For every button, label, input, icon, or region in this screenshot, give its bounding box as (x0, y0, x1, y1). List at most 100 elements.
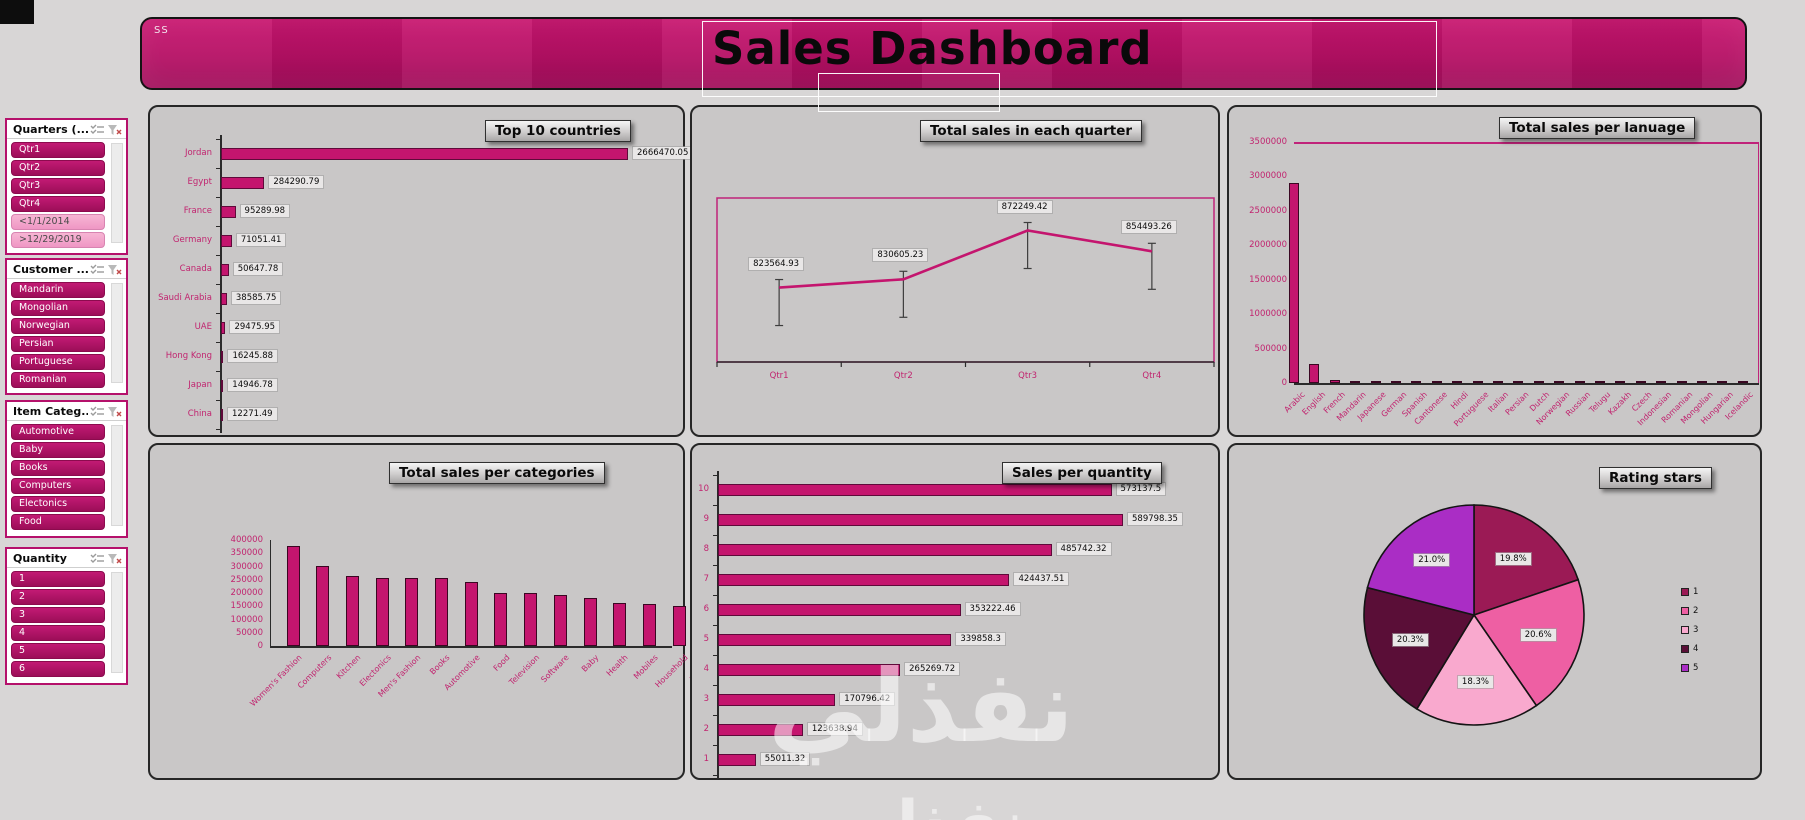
clear-filter-icon[interactable] (107, 124, 122, 136)
slicer-item-persian[interactable]: Persian (11, 336, 105, 352)
legend-item: 5 (1681, 663, 1698, 673)
chart-quarters-body: 823564.93 Qtr1 830605.23 Qtr2 872249.42 Qtr3 8… (692, 107, 1218, 435)
slicer-quantity-scrollbar[interactable] (111, 572, 123, 673)
slicer-item-electonics[interactable]: Electonics (11, 496, 105, 512)
bar (221, 292, 227, 305)
bar (718, 574, 1010, 586)
slicer-item-food[interactable]: Food (11, 514, 105, 530)
card-category-sales: Total sales per categories 0 50000 100000 1… (148, 443, 719, 780)
slicer-item-6[interactable]: 6 (11, 661, 105, 677)
y-axis (717, 471, 719, 779)
legend-label: 5 (1693, 663, 1699, 673)
card-rating-stars: Rating stars 19.8% 20.6% 18.3% 20.3% 21.0% 1 2… (1227, 443, 1762, 780)
slicer-item-qtr2[interactable]: Qtr2 (11, 160, 105, 176)
slicer-quarters-header: Quarters (... (7, 120, 126, 139)
bar-category-label: Books (428, 653, 452, 677)
clear-filter-icon[interactable] (107, 264, 122, 276)
slicer-item-automotive[interactable]: Automotive (11, 424, 105, 440)
bar-value-label: 16245.88 (228, 349, 278, 362)
bar-category-label: Mobiles (631, 653, 660, 681)
bar (1697, 381, 1707, 383)
bar-category-label: Hong Kong (165, 350, 212, 361)
slicer-item--12-29-2019[interactable]: >12/29/2019 (11, 232, 105, 248)
bar-category-label: 6 (703, 604, 709, 614)
bar-value-label: 14946.78 (228, 378, 277, 391)
x-axis-label: Qtr2 (893, 371, 913, 381)
slicer-item-mandarin[interactable]: Mandarin (11, 282, 105, 298)
chart-rating-body: 19.8% 20.6% 18.3% 20.3% 21.0% 1 2 3 4 5 (1229, 445, 1760, 778)
axis-tick (713, 594, 717, 596)
legend-label: 1 (1693, 587, 1699, 597)
bar (1452, 381, 1463, 383)
bar (375, 577, 389, 646)
slicer-item--1-1-2014[interactable]: <1/1/2014 (11, 214, 105, 230)
bar (405, 577, 419, 646)
legend-swatch (1681, 588, 1689, 596)
bar-category-label: France (183, 205, 212, 216)
slicer-quarters: Quarters (... Qtr1 Qtr2 Qtr3 Qtr4 <1/1/2014 >… (5, 118, 128, 255)
axis-tick (713, 654, 717, 656)
slicer-category-header: Item Categ... (7, 402, 126, 421)
pie-slice-label: 20.6% (1520, 629, 1556, 642)
multi-select-icon[interactable] (90, 124, 105, 136)
axis-tick (713, 684, 717, 686)
slicer-item-norwegian[interactable]: Norwegian (11, 318, 105, 334)
bar (1472, 381, 1483, 383)
slicer-item-qtr4[interactable]: Qtr4 (11, 196, 105, 212)
slicer-item-mongolian[interactable]: Mongolian (11, 300, 105, 316)
bar (718, 514, 1123, 526)
slicer-customer-scrollbar[interactable] (111, 283, 123, 383)
multi-select-icon[interactable] (90, 264, 105, 276)
slicer-item-baby[interactable]: Baby (11, 442, 105, 458)
bar-value-label: 424437.51 (1014, 573, 1069, 585)
multi-select-icon[interactable] (90, 406, 105, 418)
slicer-item-romanian[interactable]: Romanian (11, 372, 105, 388)
clear-filter-icon[interactable] (107, 406, 122, 418)
y-axis-label: 0 (1281, 378, 1287, 388)
bar-category-label: Japan (188, 379, 212, 390)
bar-value-label: 123638.94 (807, 723, 862, 735)
bar (1635, 381, 1646, 383)
slicer-quarters-scrollbar[interactable] (111, 143, 123, 243)
slicer-item-4[interactable]: 4 (11, 625, 105, 641)
pie-slice-label: 18.3% (1457, 676, 1493, 689)
slicer-category-scrollbar[interactable] (111, 425, 123, 526)
slicer-item-category: Item Categ... Automotive Baby Books Compute… (5, 400, 128, 538)
x-axis (1294, 383, 1759, 385)
slicer-item-portuguese[interactable]: Portuguese (11, 354, 105, 370)
y-axis-label: 1000000 (1249, 309, 1287, 320)
axis-tick (216, 312, 220, 314)
bar (613, 602, 627, 646)
point-value-label: 872249.42 (997, 200, 1052, 213)
axis-tick (713, 714, 717, 716)
bar-value-label: 55011.32 (760, 753, 810, 765)
axis-tick (713, 534, 717, 536)
slicer-item-1[interactable]: 1 (11, 571, 105, 587)
bar (718, 724, 803, 736)
slicer-item-books[interactable]: Books (11, 460, 105, 476)
plot-border (1757, 142, 1759, 383)
slicer-item-computers[interactable]: Computers (11, 478, 105, 494)
bar-category-label: 5 (703, 634, 709, 644)
bar (494, 593, 508, 646)
clear-filter-icon[interactable] (107, 553, 122, 565)
bar (1289, 183, 1299, 383)
slicer-item-3[interactable]: 3 (11, 607, 105, 623)
bar-category-label: Food (491, 653, 512, 673)
bar (286, 545, 300, 646)
axis-tick (216, 138, 220, 140)
bar (1493, 381, 1503, 383)
slicer-item-qtr3[interactable]: Qtr3 (11, 178, 105, 194)
line-chart-svg (716, 197, 1215, 367)
bar-category-label: 4 (703, 664, 709, 674)
axis-tick (216, 196, 220, 198)
bar-category-label: Canada (179, 263, 212, 274)
slicer-item-5[interactable]: 5 (11, 643, 105, 659)
bar (221, 379, 224, 392)
bar (221, 350, 224, 363)
slicer-customer-header: Customer ... (7, 260, 126, 279)
bar-value-label: 485742.32 (1056, 543, 1111, 555)
slicer-item-qtr1[interactable]: Qtr1 (11, 142, 105, 158)
slicer-item-2[interactable]: 2 (11, 589, 105, 605)
multi-select-icon[interactable] (90, 553, 105, 565)
